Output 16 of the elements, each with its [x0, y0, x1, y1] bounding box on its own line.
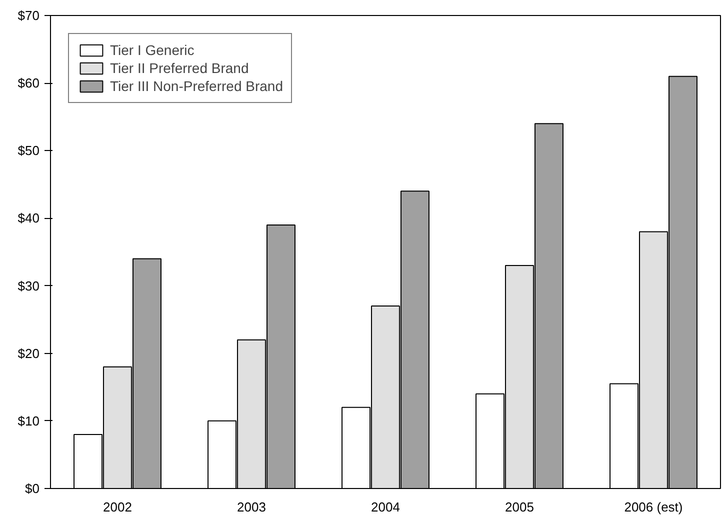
- x-tick-label: 2004: [371, 500, 400, 514]
- y-tick-label: $50: [18, 143, 40, 158]
- y-tick-label: $10: [18, 413, 40, 428]
- x-tick-label: 2002: [103, 500, 132, 514]
- legend-label: Tier II Preferred Brand: [110, 60, 249, 76]
- x-tick-label: 2006 (est): [624, 500, 683, 514]
- legend-label: Tier III Non-Preferred Brand: [110, 78, 283, 94]
- y-tick-label: $0: [25, 481, 40, 496]
- y-tick-label: $40: [18, 210, 40, 226]
- x-tick-label: 2003: [237, 500, 266, 514]
- y-tick-label: $70: [18, 8, 40, 23]
- y-tick-label: $30: [18, 278, 40, 294]
- legend-label: Tier I Generic: [110, 42, 194, 58]
- y-tick-label: $20: [18, 346, 40, 361]
- y-tick-label: $60: [18, 76, 40, 91]
- x-tick-label: 2005: [505, 500, 534, 514]
